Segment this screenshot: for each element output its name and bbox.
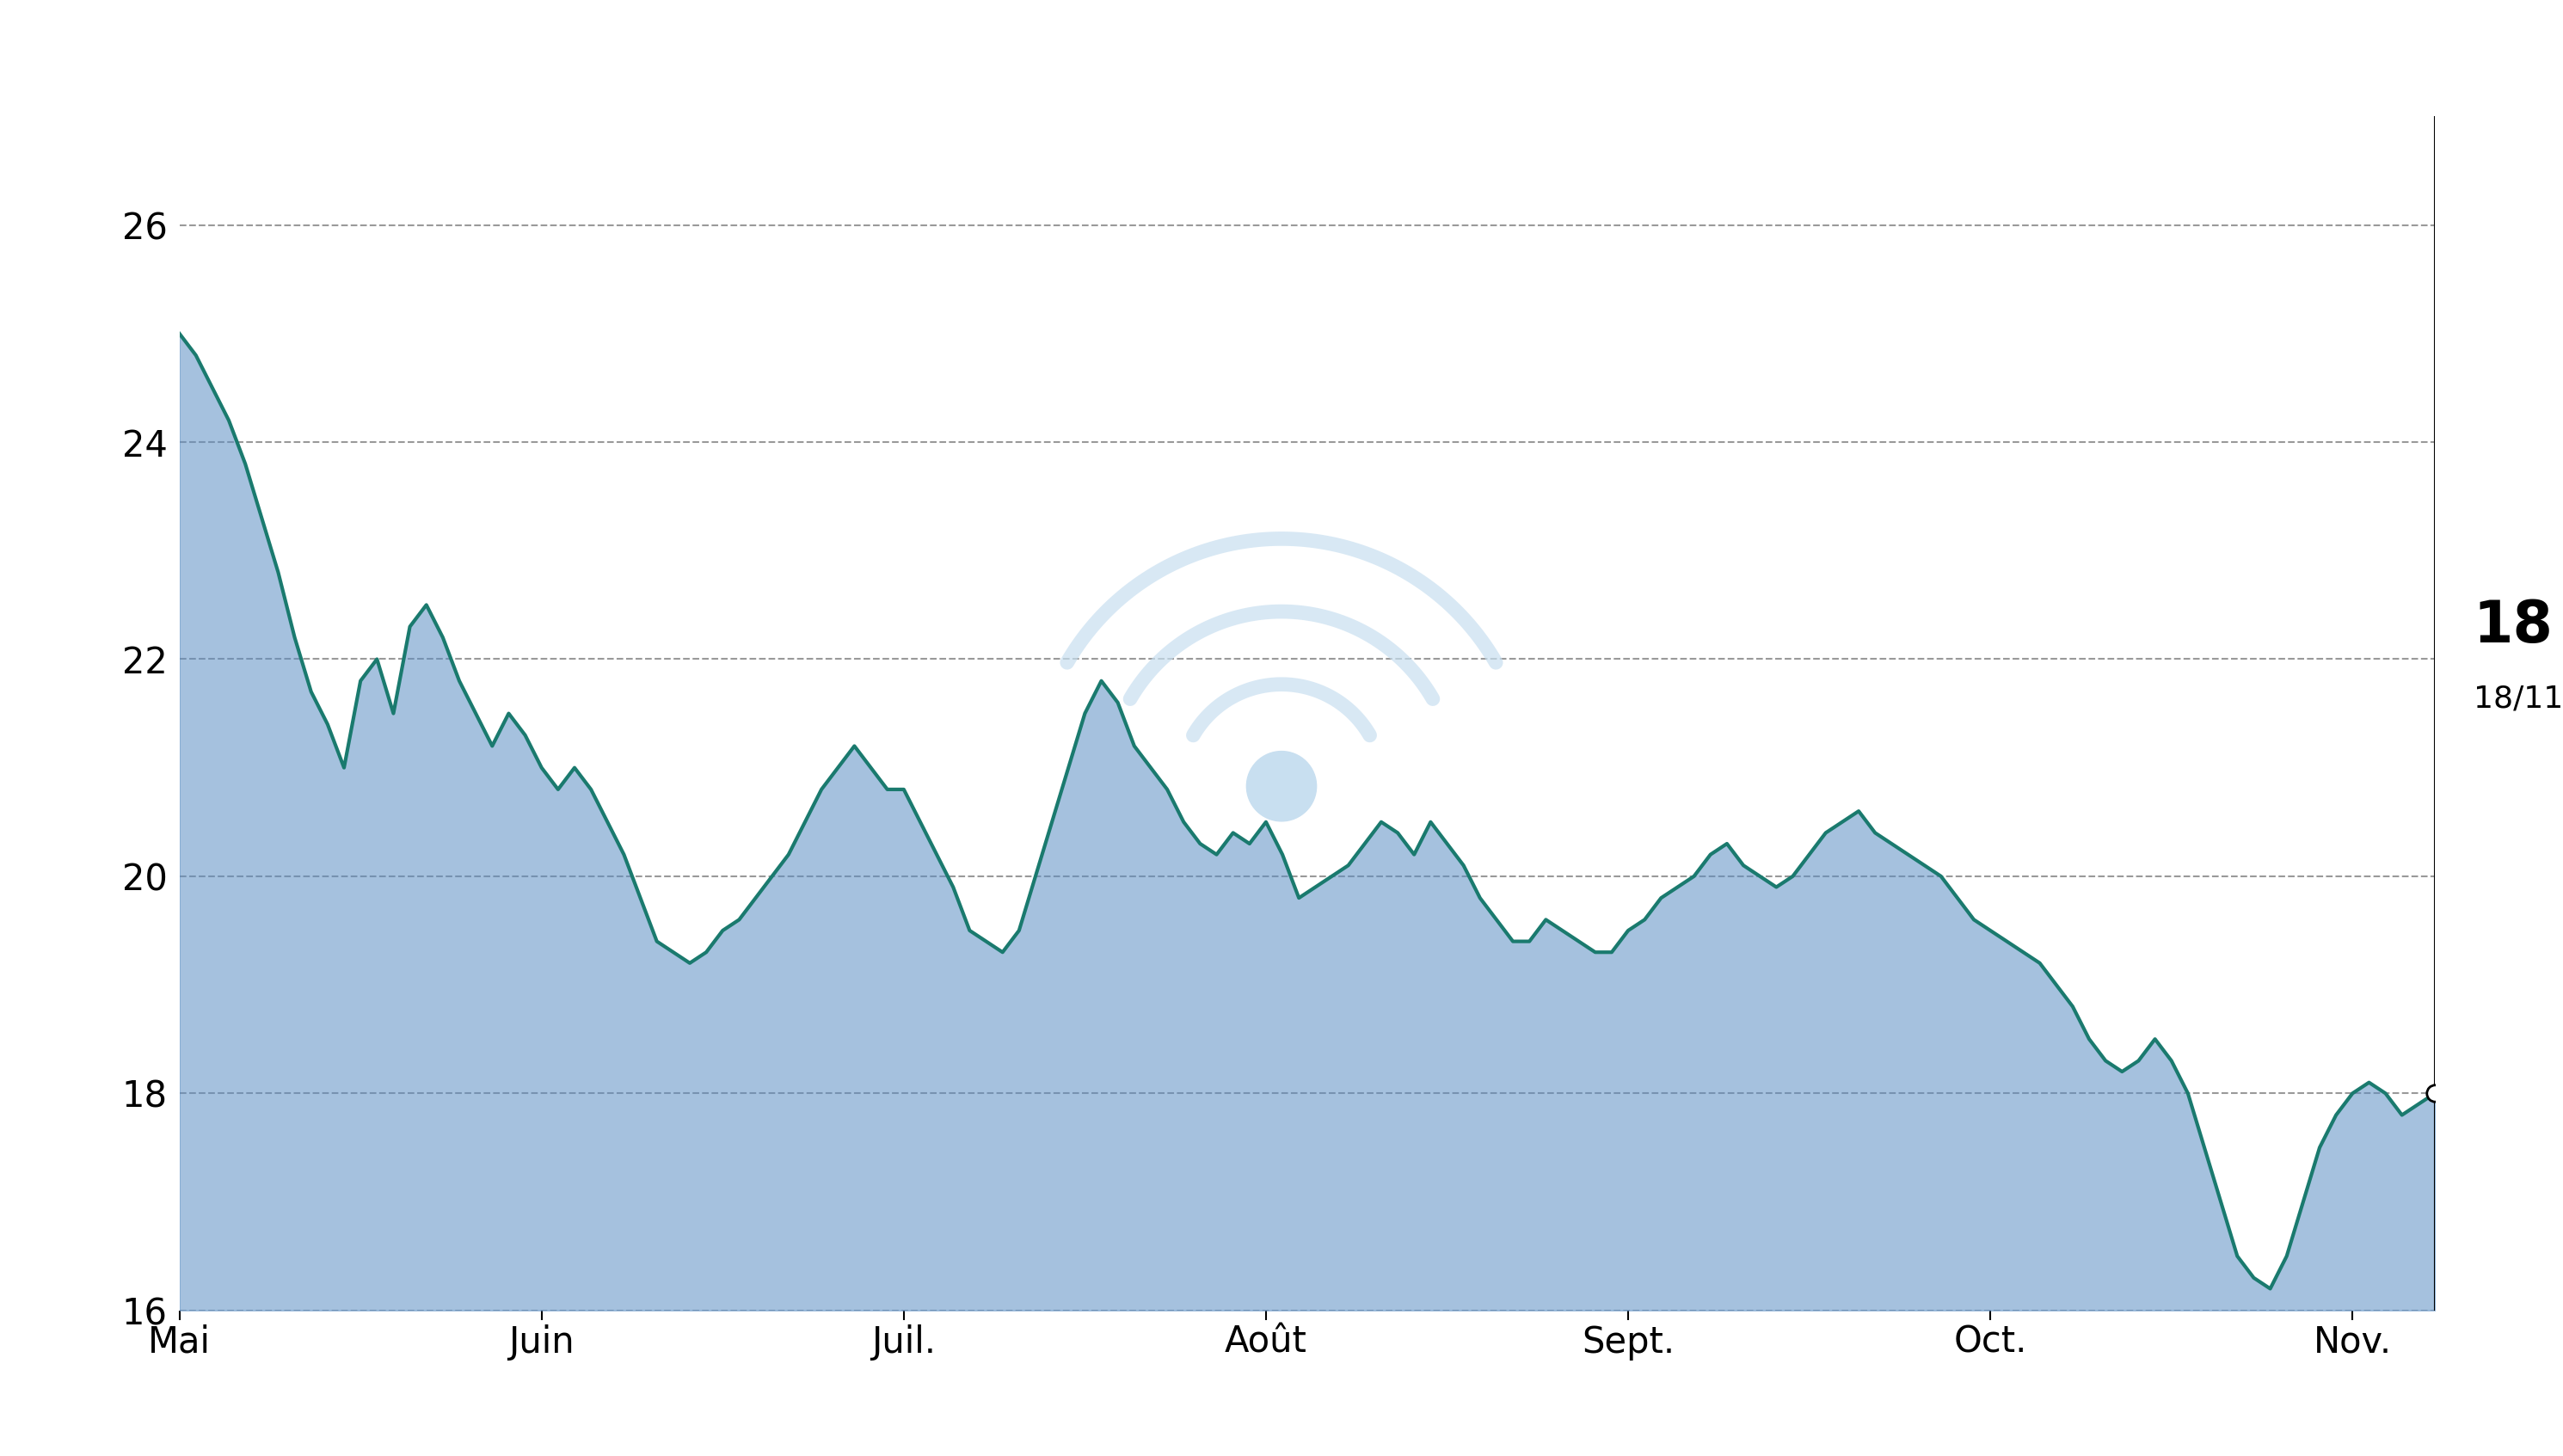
Text: 18/11: 18/11 [2473, 684, 2563, 713]
Text: SFC Energy AG: SFC Energy AG [1023, 25, 1540, 84]
Text: 18: 18 [2473, 598, 2553, 654]
Circle shape [1246, 751, 1317, 821]
